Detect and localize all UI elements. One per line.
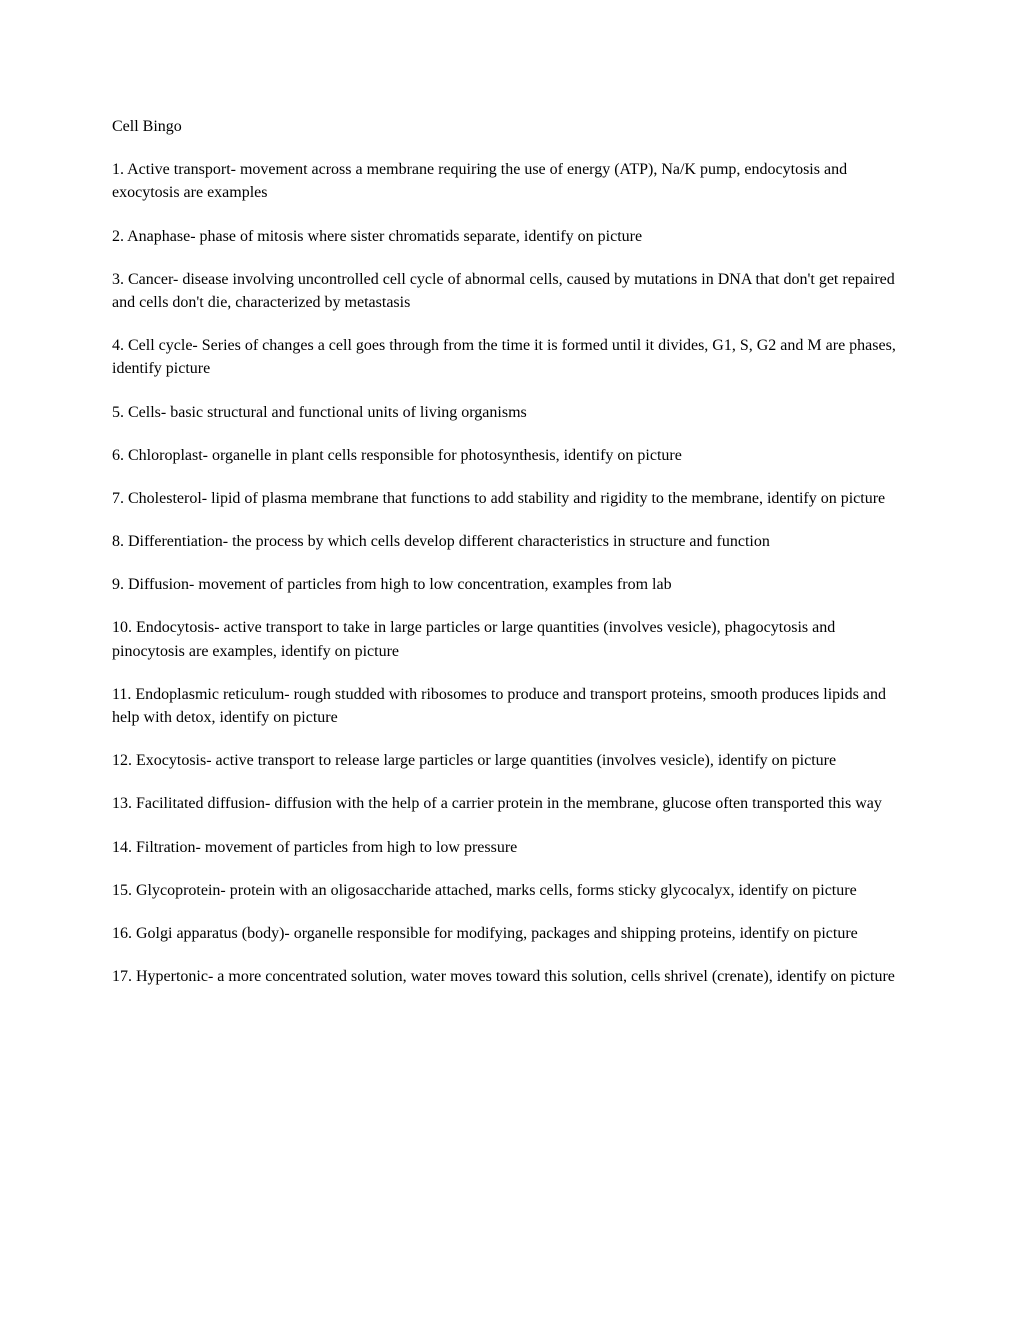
definition-entry-17: 17. Hypertonic- a more concentrated solu…: [112, 965, 908, 988]
definition-entry-12: 12. Exocytosis- active transport to rele…: [112, 749, 908, 772]
definition-entry-11: 11. Endoplasmic reticulum- rough studded…: [112, 683, 908, 729]
definition-entry-3: 3. Cancer- disease involving uncontrolle…: [112, 268, 908, 314]
definition-entry-6: 6. Chloroplast- organelle in plant cells…: [112, 444, 908, 467]
definition-entry-9: 9. Diffusion- movement of particles from…: [112, 573, 908, 596]
definition-entry-4: 4. Cell cycle- Series of changes a cell …: [112, 334, 908, 380]
definition-entry-7: 7. Cholesterol- lipid of plasma membrane…: [112, 487, 908, 510]
definition-entry-16: 16. Golgi apparatus (body)- organelle re…: [112, 922, 908, 945]
definition-entry-1: 1. Active transport- movement across a m…: [112, 158, 908, 204]
definition-entry-8: 8. Differentiation- the process by which…: [112, 530, 908, 553]
definition-entry-14: 14. Filtration- movement of particles fr…: [112, 836, 908, 859]
definition-entry-5: 5. Cells- basic structural and functiona…: [112, 401, 908, 424]
definition-entry-2: 2. Anaphase- phase of mitosis where sist…: [112, 225, 908, 248]
document-title: Cell Bingo: [112, 115, 908, 138]
definition-entry-13: 13. Facilitated diffusion- diffusion wit…: [112, 792, 908, 815]
definition-entry-15: 15. Glycoprotein- protein with an oligos…: [112, 879, 908, 902]
definition-entry-10: 10. Endocytosis- active transport to tak…: [112, 616, 908, 662]
